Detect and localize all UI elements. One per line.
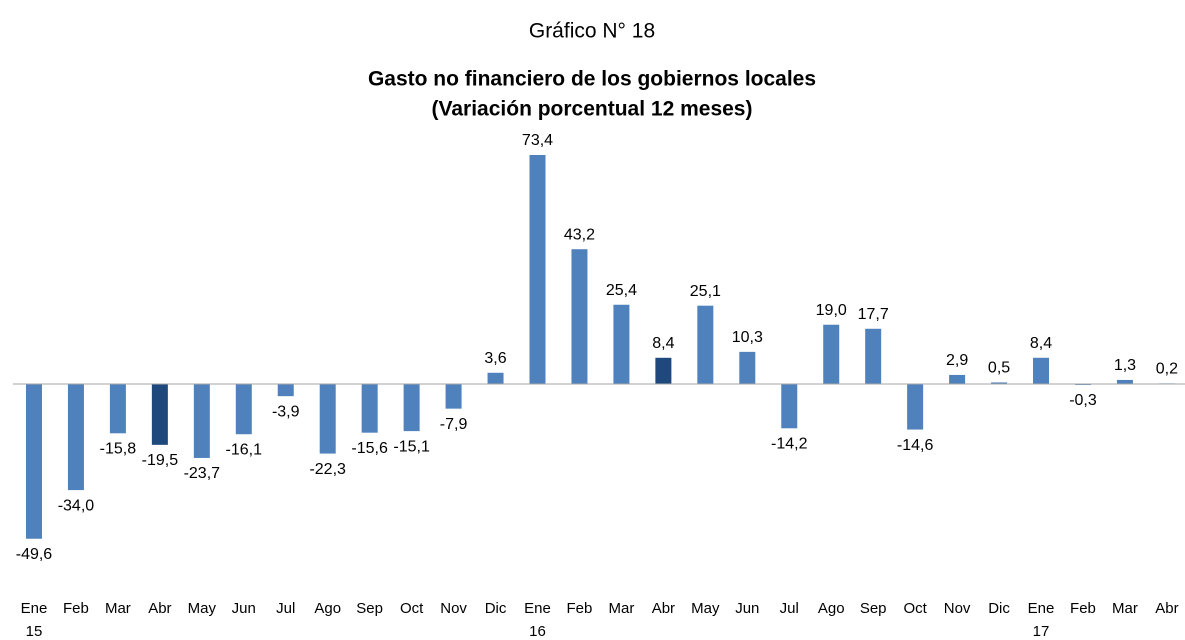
bar <box>445 384 462 409</box>
bar <box>1116 379 1133 384</box>
data-label: -7,9 <box>440 416 468 433</box>
x-tick-label: Abr <box>148 600 171 617</box>
x-tick-label: Feb <box>63 600 89 617</box>
x-tick-label: Oct <box>400 600 424 617</box>
bar <box>529 154 546 384</box>
data-label: -23,7 <box>184 465 221 482</box>
data-label: 8,4 <box>652 335 674 352</box>
bar <box>781 384 798 429</box>
bar <box>907 384 924 430</box>
x-tick-label: Jun <box>735 600 759 617</box>
data-label: 25,1 <box>690 283 721 300</box>
data-label: 73,4 <box>522 132 553 149</box>
x-tick-label: Jul <box>276 600 295 617</box>
bar <box>151 384 168 445</box>
bar <box>823 324 840 384</box>
data-label: 0,5 <box>988 360 1010 377</box>
data-label: -3,9 <box>272 403 300 420</box>
x-group-label: 15 <box>26 623 43 640</box>
x-tick-label: Mar <box>1112 600 1138 617</box>
bar <box>991 382 1008 384</box>
bar <box>739 351 756 384</box>
chart-title: Gasto no financiero de los gobiernos loc… <box>368 68 816 91</box>
x-tick-label: Ene <box>524 600 551 617</box>
x-tick-label: Dic <box>485 600 507 617</box>
data-label: -34,0 <box>58 497 95 514</box>
data-label: 25,4 <box>606 282 637 299</box>
bar <box>613 304 630 384</box>
x-tick-label: Ene <box>1028 600 1055 617</box>
bar <box>67 384 84 491</box>
x-tick-label: Feb <box>567 600 593 617</box>
bar <box>697 305 714 384</box>
x-tick-label: Nov <box>440 600 467 617</box>
x-tick-label: Abr <box>1155 600 1178 617</box>
x-group-label: 16 <box>529 623 546 640</box>
data-label: -14,6 <box>897 437 934 454</box>
x-tick-label: Feb <box>1070 600 1096 617</box>
chart-subtitle: (Variación porcentual 12 meses) <box>432 98 753 121</box>
x-tick-label: Sep <box>356 600 383 617</box>
data-label: 2,9 <box>946 352 968 369</box>
bar <box>235 384 252 435</box>
data-label: -49,6 <box>16 546 53 563</box>
x-tick-label: Oct <box>903 600 927 617</box>
bar <box>865 328 882 384</box>
x-tick-label: Sep <box>860 600 887 617</box>
data-label: -15,8 <box>100 441 137 458</box>
bar <box>109 384 126 434</box>
x-tick-label: Mar <box>608 600 634 617</box>
data-label: -16,1 <box>226 441 263 458</box>
data-label: 19,0 <box>816 302 847 319</box>
x-tick-label: Abr <box>652 600 675 617</box>
bar <box>949 374 966 384</box>
data-label: -15,1 <box>393 438 430 455</box>
bar <box>319 384 336 454</box>
data-label: -14,2 <box>771 436 808 453</box>
bar <box>403 384 420 432</box>
data-label: 43,2 <box>564 226 595 243</box>
data-label: 10,3 <box>732 329 763 346</box>
x-tick-label: Nov <box>944 600 971 617</box>
bar <box>487 372 504 384</box>
bar <box>655 357 672 384</box>
x-tick-label: May <box>691 600 720 617</box>
data-label: 8,4 <box>1030 335 1052 352</box>
data-label: -0,3 <box>1069 392 1097 409</box>
chart-suptitle: Gráfico N° 18 <box>529 20 655 43</box>
x-tick-label: Ene <box>21 600 48 617</box>
x-tick-label: May <box>188 600 217 617</box>
data-label: 1,3 <box>1114 357 1136 374</box>
x-tick-label: Dic <box>988 600 1010 617</box>
bar <box>1033 357 1050 384</box>
x-tick-label: Jul <box>780 600 799 617</box>
x-tick-label: Ago <box>314 600 341 617</box>
x-group-label: 17 <box>1033 623 1050 640</box>
bar <box>277 384 294 397</box>
data-label: 0,2 <box>1156 361 1178 378</box>
data-label: -15,6 <box>351 440 388 457</box>
bar <box>193 384 210 458</box>
bar <box>361 384 378 433</box>
x-tick-label: Jun <box>232 600 256 617</box>
data-label: -19,5 <box>142 452 179 469</box>
data-label: 3,6 <box>484 350 506 367</box>
data-label: 17,7 <box>858 306 889 323</box>
data-label: -22,3 <box>309 461 346 478</box>
bar <box>571 249 588 384</box>
x-tick-label: Mar <box>105 600 131 617</box>
bar <box>25 384 42 539</box>
x-tick-label: Ago <box>818 600 845 617</box>
